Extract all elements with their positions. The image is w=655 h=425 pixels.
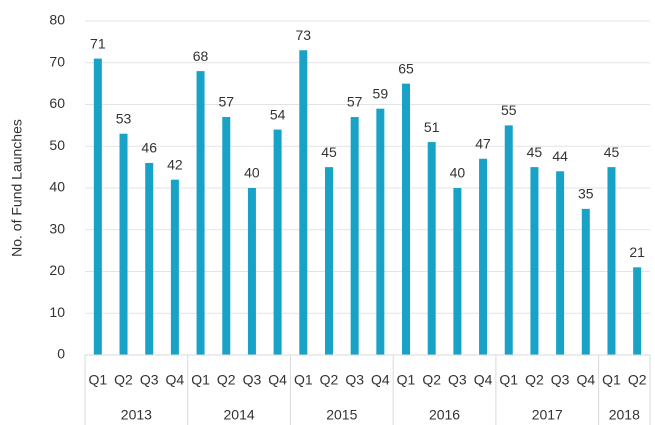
- y-tick-label: 50: [49, 137, 65, 153]
- bar: [607, 167, 616, 355]
- bar: [324, 167, 333, 355]
- group-label: 2015: [326, 407, 357, 423]
- bar: [170, 179, 179, 355]
- bar: [479, 158, 488, 355]
- x-tick-label: Q4: [166, 372, 185, 388]
- bar: [299, 50, 308, 355]
- data-label: 57: [347, 94, 363, 110]
- data-label: 51: [424, 119, 440, 135]
- bar: [633, 267, 642, 355]
- data-label: 71: [90, 35, 106, 51]
- x-tick-label: Q1: [88, 372, 107, 388]
- x-tick-label: Q1: [191, 372, 210, 388]
- data-label: 45: [321, 144, 337, 160]
- data-label: 40: [244, 165, 260, 181]
- data-label: 65: [398, 60, 414, 76]
- bar: [453, 188, 462, 355]
- x-tick-label: Q3: [345, 372, 364, 388]
- x-tick-label: Q2: [525, 372, 544, 388]
- bar: [273, 129, 282, 355]
- x-tick-label: Q1: [602, 372, 621, 388]
- data-label: 54: [270, 106, 286, 122]
- group-label: 2014: [224, 407, 255, 423]
- data-label: 46: [141, 140, 157, 156]
- bar: [247, 188, 256, 355]
- group-label: 2016: [429, 407, 460, 423]
- data-label: 57: [218, 94, 234, 110]
- data-label: 21: [629, 244, 645, 260]
- bar: [350, 117, 359, 356]
- y-tick-label: 60: [49, 95, 65, 111]
- bar: [93, 58, 102, 355]
- x-tick-label: Q2: [422, 372, 441, 388]
- data-label: 40: [450, 165, 466, 181]
- data-label: 55: [501, 102, 517, 118]
- bar: [581, 208, 590, 355]
- group-label: 2017: [532, 407, 563, 423]
- data-label: 45: [604, 144, 620, 160]
- data-label: 47: [475, 135, 491, 151]
- x-tick-label: Q4: [474, 372, 493, 388]
- y-tick-label: 20: [49, 262, 65, 278]
- group-label: 2013: [121, 407, 152, 423]
- x-tick-label: Q3: [243, 372, 262, 388]
- x-tick-label: Q2: [217, 372, 236, 388]
- bar: [119, 133, 128, 355]
- group-label: 2018: [609, 407, 640, 423]
- x-tick-label: Q4: [576, 372, 595, 388]
- bar: [427, 142, 436, 355]
- x-tick-label: Q1: [499, 372, 518, 388]
- bar: [504, 125, 513, 355]
- x-tick-label: Q3: [448, 372, 467, 388]
- y-tick-label: 40: [49, 179, 65, 195]
- data-label: 73: [296, 27, 312, 43]
- bar: [196, 71, 205, 355]
- y-axis-label: No. of Fund Launches: [9, 119, 25, 257]
- x-tick-label: Q4: [371, 372, 390, 388]
- x-tick-label: Q3: [551, 372, 570, 388]
- data-label: 42: [167, 156, 183, 172]
- bar: [145, 162, 154, 355]
- y-tick-label: 0: [57, 346, 65, 362]
- data-label: 45: [527, 144, 543, 160]
- data-label: 59: [373, 85, 389, 101]
- bar: [530, 167, 539, 355]
- data-label: 68: [193, 48, 209, 64]
- y-tick-label: 10: [49, 304, 65, 320]
- x-tick-label: Q2: [114, 372, 133, 388]
- y-tick-label: 30: [49, 220, 65, 236]
- x-tick-label: Q1: [294, 372, 313, 388]
- x-tick-label: Q3: [140, 372, 159, 388]
- x-tick-label: Q4: [268, 372, 287, 388]
- x-tick-label: Q1: [397, 372, 416, 388]
- y-tick-label: 70: [49, 53, 65, 69]
- bar: [222, 117, 231, 356]
- x-tick-label: Q2: [320, 372, 339, 388]
- data-label: 35: [578, 186, 594, 202]
- x-tick-label: Q2: [628, 372, 647, 388]
- data-label: 44: [552, 148, 568, 164]
- bar: [376, 108, 385, 355]
- bar: [402, 83, 411, 355]
- bar: [556, 171, 565, 355]
- data-label: 53: [116, 110, 132, 126]
- y-tick-label: 80: [49, 12, 65, 28]
